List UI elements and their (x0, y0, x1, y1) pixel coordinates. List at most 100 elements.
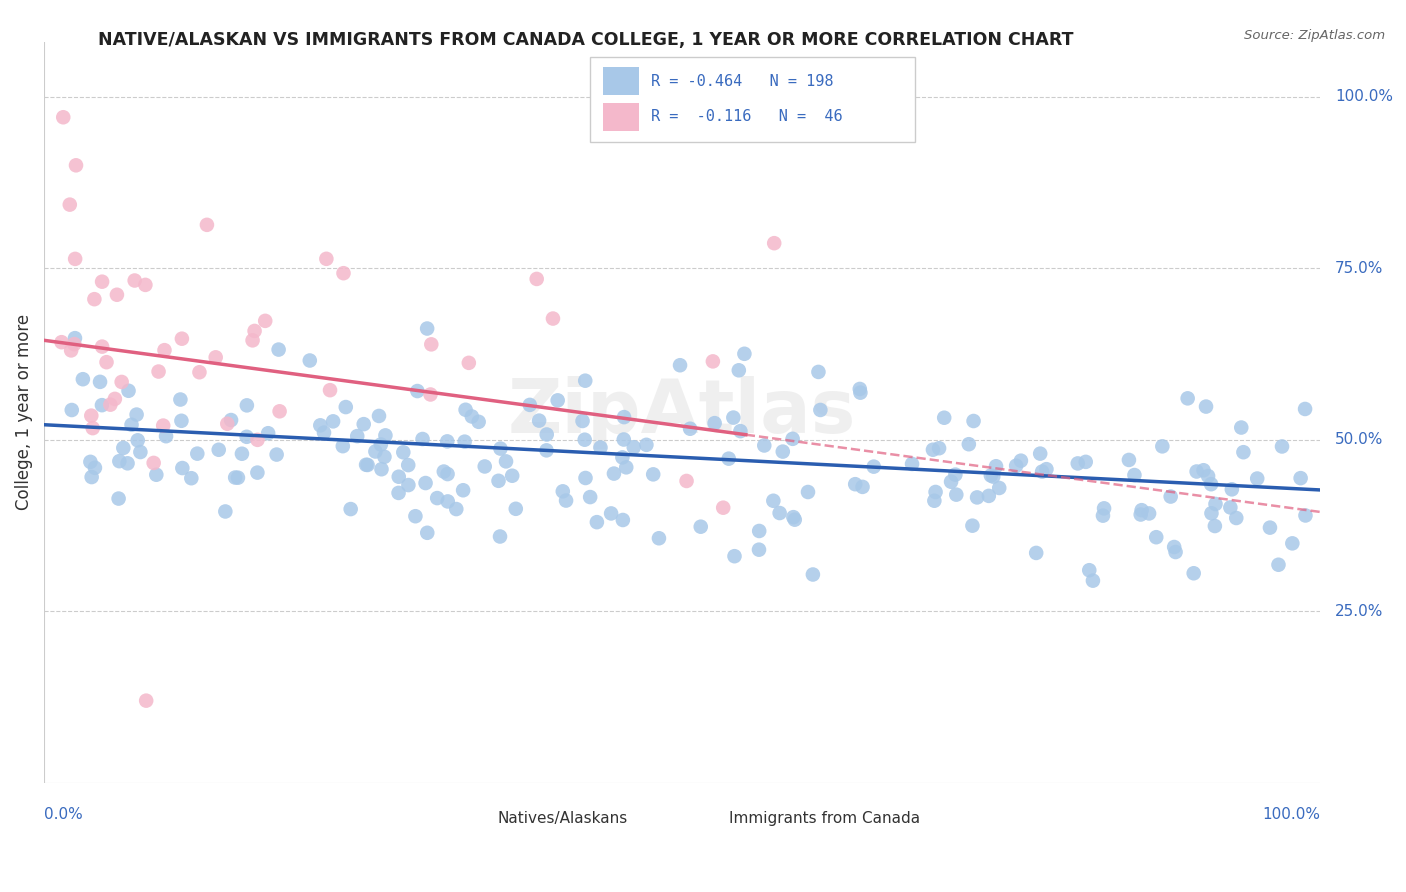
Point (488, 474, 510, 488)
Bar (603, 103, 638, 131)
Point (339, 502, 361, 516)
Point (727, 363, 749, 377)
Point (257, 426, 280, 441)
Point (91, 340, 114, 354)
Point (267, 343, 290, 357)
Point (356, 458, 378, 472)
Point (1144, 530, 1167, 544)
Point (489, 442, 512, 456)
Point (807, 365, 830, 379)
Point (127, 434, 149, 448)
Point (612, 513, 634, 527)
Point (574, 433, 596, 447)
Point (1129, 508, 1152, 522)
Point (801, 567, 824, 582)
Point (1078, 563, 1101, 577)
Point (1232, 445, 1254, 459)
Point (142, 456, 165, 470)
Point (1091, 508, 1114, 523)
Point (1160, 490, 1182, 504)
Point (613, 433, 636, 447)
Point (501, 468, 523, 483)
Point (981, 469, 1004, 483)
Point (80, 409, 103, 423)
Point (104, 392, 127, 406)
Point (623, 440, 645, 454)
Point (536, 443, 558, 458)
Point (96, 355, 118, 369)
Point (612, 450, 634, 465)
Text: Immigrants from Canada: Immigrants from Canada (730, 811, 921, 826)
Point (962, 518, 984, 533)
Point (748, 542, 770, 557)
Point (1182, 566, 1205, 581)
Point (353, 417, 375, 431)
Text: 75.0%: 75.0% (1336, 260, 1384, 276)
Point (1195, 400, 1218, 414)
Point (112, 441, 135, 455)
Point (1281, 536, 1303, 550)
Point (309, 418, 332, 433)
Text: NATIVE/ALASKAN VS IMMIGRANTS FROM CANADA COLLEGE, 1 YEAR OR MORE CORRELATION CHA: NATIVE/ALASKAN VS IMMIGRANTS FROM CANADA… (98, 31, 1074, 49)
Point (1230, 420, 1253, 434)
Point (1074, 455, 1097, 469)
Point (763, 236, 786, 251)
Point (368, 409, 391, 423)
Point (312, 425, 335, 440)
Point (129, 445, 152, 459)
Point (392, 445, 415, 459)
Point (100, 398, 122, 412)
Point (436, 494, 458, 508)
Point (527, 414, 550, 428)
Point (242, 334, 264, 348)
Point (91, 275, 114, 289)
Point (1005, 458, 1028, 473)
Point (988, 481, 1011, 495)
Point (574, 471, 596, 485)
Point (214, 504, 236, 518)
Point (332, 266, 354, 280)
Bar (695, 811, 720, 828)
Point (105, 287, 128, 301)
Point (108, 454, 131, 468)
Point (416, 321, 439, 335)
Point (603, 467, 626, 481)
Point (1137, 507, 1160, 521)
Point (1201, 506, 1223, 520)
Point (125, 408, 148, 422)
Bar (463, 811, 488, 828)
Point (945, 467, 967, 482)
Point (231, 447, 253, 461)
FancyBboxPatch shape (591, 56, 915, 142)
Point (636, 438, 658, 452)
Text: 100.0%: 100.0% (1336, 89, 1393, 104)
Point (153, 343, 176, 358)
Text: Source: ZipAtlas.com: Source: ZipAtlas.com (1244, 29, 1385, 42)
Point (269, 404, 291, 418)
Point (808, 403, 831, 417)
Point (406, 384, 429, 398)
Point (148, 365, 170, 379)
Point (426, 491, 449, 505)
Point (254, 314, 277, 328)
Text: 100.0%: 100.0% (1263, 806, 1320, 822)
Point (945, 488, 967, 502)
Point (152, 418, 174, 433)
Point (748, 524, 770, 538)
Point (679, 422, 702, 436)
Point (396, 478, 419, 492)
Point (551, 484, 574, 499)
Point (373, 450, 395, 464)
Point (226, 471, 249, 485)
Point (416, 525, 439, 540)
Point (733, 347, 755, 361)
Point (436, 467, 458, 481)
Point (711, 500, 734, 515)
Point (922, 442, 945, 457)
Point (91, 398, 114, 412)
Text: 50.0%: 50.0% (1336, 433, 1384, 448)
Point (51, 335, 73, 350)
Point (717, 451, 740, 466)
Text: R = -0.464   N = 198: R = -0.464 N = 198 (651, 73, 834, 88)
Point (966, 491, 988, 505)
